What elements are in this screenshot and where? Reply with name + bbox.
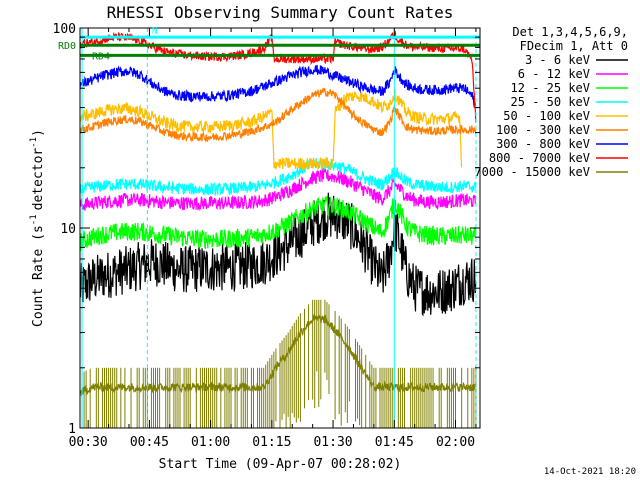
legend: Det 1,3,4,5,6,9,FDecim 1, Att 03 - 6 keV… — [474, 25, 628, 179]
x-tick-label-6: 02:00 — [436, 435, 475, 450]
y-axis-label-tail: detector — [31, 148, 46, 211]
legend-label-7: 800 - 7000 keV — [489, 151, 590, 165]
x-tick-label-5: 01:45 — [375, 435, 414, 450]
plot-area — [80, 28, 480, 428]
legend-header-0: Det 1,3,4,5,6,9, — [512, 25, 628, 39]
chart-title: RHESSI Observing Summary Count Rates — [107, 3, 454, 22]
x-tick-label-4: 01:30 — [313, 435, 352, 450]
flag-label-rd0: RD0 — [58, 41, 76, 52]
legend-label-2: 12 - 25 keV — [511, 81, 590, 95]
y-axis-label-sup: -1 — [29, 214, 39, 225]
series-line-2 — [80, 196, 477, 252]
y-axis-label-main: Count Rate (s — [31, 225, 46, 327]
x-tick-label-0: 00:30 — [69, 435, 108, 450]
y-axis-label-sup2: -1 — [29, 137, 39, 148]
x-tick-label-2: 01:00 — [191, 435, 230, 450]
y-tick-label-0: 1 — [68, 422, 76, 437]
y-axis-label: Count Rate (s-1detector-1) — [29, 129, 46, 327]
legend-label-5: 100 - 300 keV — [496, 123, 590, 137]
legend-header-1: FDecim 1, Att 0 — [520, 39, 628, 53]
y-tick-label-1: 10 — [60, 222, 76, 237]
flag-label-rd4: RD4 — [92, 51, 110, 62]
legend-label-1: 6 - 12 keV — [518, 67, 590, 81]
series-line-1 — [80, 167, 477, 212]
axes: 00:30 00:45 01:00 01:15 01:30 01:45 02:00 1 10 10… — [53, 22, 480, 450]
series-line-8 — [80, 312, 477, 396]
legend-label-3: 25 - 50 keV — [511, 95, 590, 109]
series-line-6 — [80, 64, 476, 108]
legend-label-8: 7000 - 15000 keV — [474, 165, 590, 179]
legend-label-0: 3 - 6 keV — [525, 53, 590, 67]
series-line-5 — [80, 87, 477, 143]
series-line-0 — [80, 192, 477, 317]
series-line-4 — [80, 88, 463, 171]
x-tick-label-3: 01:15 — [252, 435, 291, 450]
y-tick-label-2: 100 — [53, 22, 76, 37]
x-axis-label: Start Time (09-Apr-07 00:28:02) — [159, 457, 402, 472]
series-line-3 — [80, 157, 477, 196]
legend-label-4: 50 - 100 keV — [503, 109, 590, 123]
y-axis-label-close: ) — [31, 129, 46, 137]
legend-label-6: 300 - 800 keV — [496, 137, 590, 151]
annotation-0: N — [152, 26, 157, 36]
x-tick-label-1: 00:45 — [130, 435, 169, 450]
footer-date: 14-Oct-2021 18:20 — [544, 467, 636, 477]
